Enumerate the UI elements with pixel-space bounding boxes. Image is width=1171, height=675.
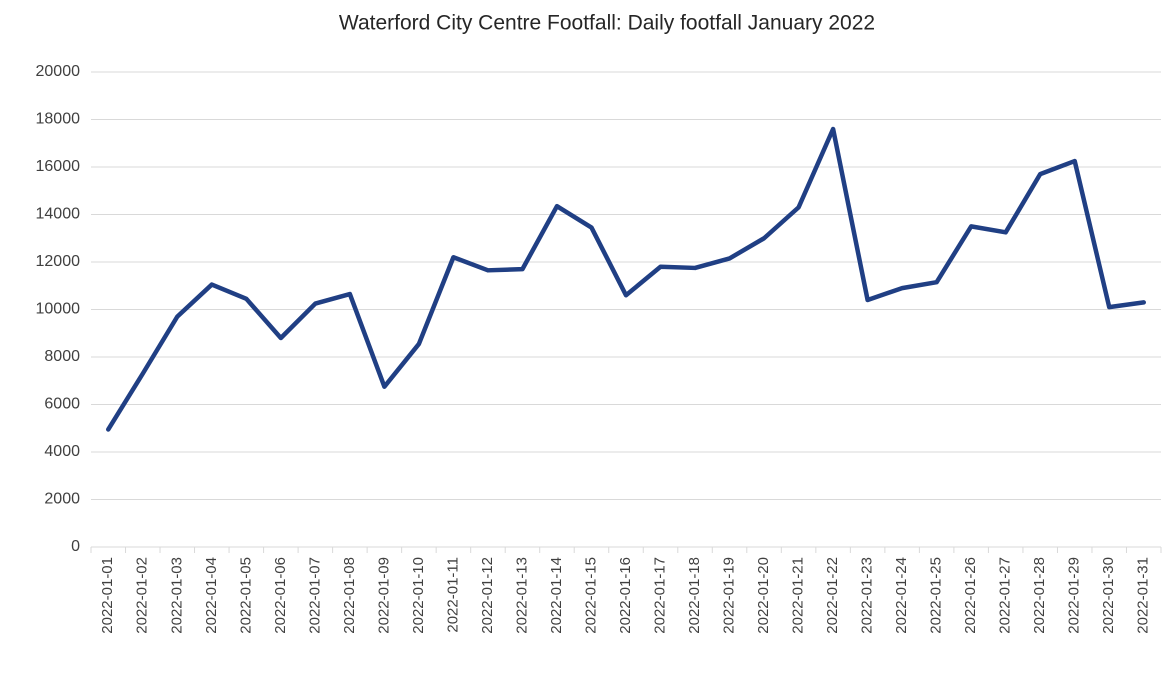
x-tick-label: 2022-01-07 [306,557,323,634]
x-tick-label: 2022-01-03 [168,557,185,634]
x-tick-label: 2022-01-28 [1031,557,1048,634]
x-tick-label: 2022-01-15 [582,557,599,634]
x-tick-label: 2022-01-02 [134,557,151,634]
y-tick-label: 14000 [36,206,81,223]
y-tick-label: 20000 [36,63,81,80]
x-tick-label: 2022-01-05 [237,557,254,634]
x-tick-label: 2022-01-27 [997,557,1014,634]
y-tick-label: 2000 [44,491,80,508]
x-tick-label: 2022-01-17 [651,557,668,634]
x-tick-label: 2022-01-01 [99,557,116,634]
x-tick-label: 2022-01-23 [859,557,876,634]
x-tick-label: 2022-01-19 [721,557,738,634]
y-tick-label: 0 [71,538,80,555]
y-tick-label: 6000 [44,396,80,413]
x-tick-label: 2022-01-10 [410,557,427,634]
y-tick-label: 18000 [36,111,81,128]
x-tick-label: 2022-01-20 [755,557,772,634]
x-tick-label: 2022-01-04 [203,557,220,634]
x-tick-label: 2022-01-24 [893,557,910,634]
x-tick-label: 2022-01-22 [824,557,841,634]
x-tick-label: 2022-01-18 [686,557,703,634]
x-tick-label: 2022-01-31 [1135,557,1152,634]
y-tick-label: 12000 [36,253,81,270]
x-tick-label: 2022-01-16 [617,557,634,634]
y-tick-label: 16000 [36,158,81,175]
x-tick-label: 2022-01-26 [962,557,979,634]
x-tick-label: 2022-01-09 [375,557,392,634]
x-tick-label: 2022-01-12 [479,557,496,634]
x-tick-label: 2022-01-25 [928,557,945,634]
chart-title: Waterford City Centre Footfall: Daily fo… [339,12,875,35]
x-tick-label: 2022-01-06 [272,557,289,634]
x-tick-label: 2022-01-30 [1100,557,1117,634]
x-tick-label: 2022-01-21 [790,557,807,634]
x-tick-label: 2022-01-14 [548,557,565,634]
y-tick-label: 8000 [44,348,80,365]
y-tick-label: 10000 [36,301,81,318]
x-tick-label: 2022-01-08 [341,557,358,634]
line-series [106,126,1146,432]
x-tick-label: 2022-01-13 [513,557,530,634]
x-tick-label: 2022-01-29 [1066,557,1083,634]
x-tick-label: 2022-01-11 [444,557,461,633]
y-tick-label: 4000 [44,443,80,460]
